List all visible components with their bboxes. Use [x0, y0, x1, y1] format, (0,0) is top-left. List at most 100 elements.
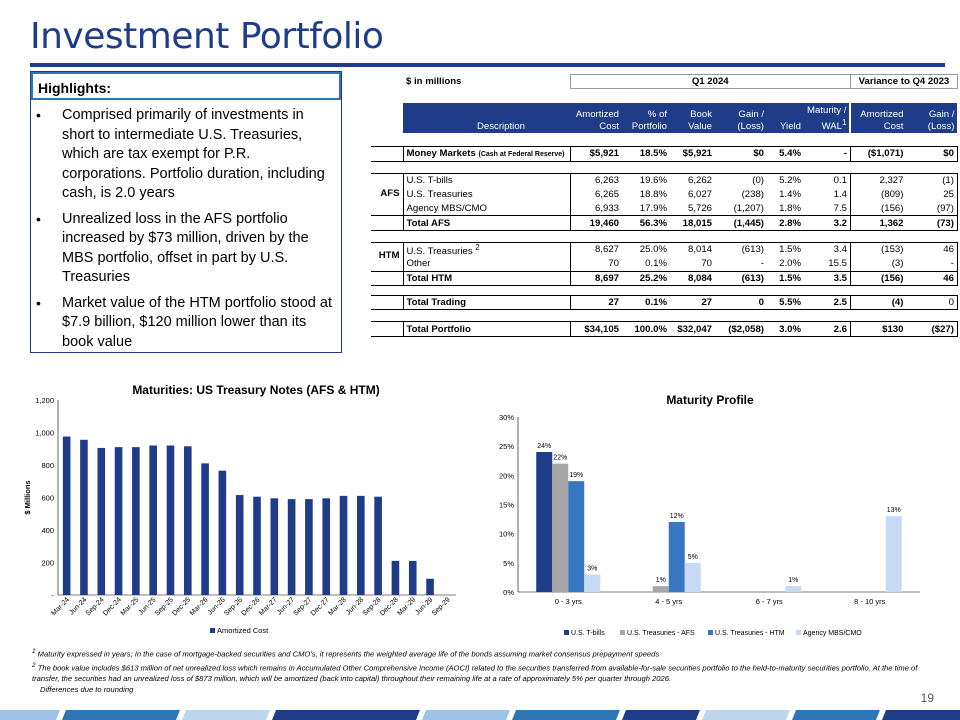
x-tick-label: 6 - 7 yrs [756, 597, 783, 606]
y-tick-label: 200 [41, 559, 54, 568]
col-book-value: Book Value [670, 102, 715, 133]
table-row: Agency MBS/CMO 6,933 17.9% 5,726 (1,207) 1.8… [371, 201, 958, 216]
highlight-bullet: Comprised primarily of investments in sh… [36, 106, 336, 204]
x-tick-label: 0 - 3 yrs [555, 597, 582, 606]
legend-label: U.S. Treasuries - HTM [715, 630, 785, 637]
bar [536, 452, 553, 592]
bar [183, 446, 192, 595]
y-tick-label: - [52, 591, 55, 600]
htm-group-label: HTM [378, 249, 400, 261]
x-tick-label: Dec-27 [310, 596, 331, 617]
bar [62, 436, 71, 595]
data-label: 3% [587, 566, 597, 573]
legend-label: U.S. T-bills [571, 630, 605, 637]
title-divider [30, 63, 945, 67]
y-tick-label: 400 [41, 526, 54, 535]
legend-swatch [708, 630, 713, 635]
table-row: HTM U.S. Treasuries 2 8,627 25.0% 8,014 (613… [371, 242, 958, 261]
bar [132, 447, 140, 595]
bar [114, 447, 123, 595]
bar [552, 463, 569, 592]
decorative-stripe [0, 710, 960, 720]
bar [391, 560, 400, 595]
y-tick-label: 20% [499, 471, 514, 480]
bar [149, 445, 157, 595]
bar [584, 574, 601, 592]
bar [201, 463, 209, 595]
legend-label: Agency MBS/CMO [803, 630, 862, 637]
chart-title: Maturity Profile [666, 393, 754, 407]
y-tick-label: 30% [499, 413, 514, 422]
bar [287, 499, 296, 595]
bar [408, 560, 417, 595]
bar [80, 439, 88, 595]
y-tick-label: 0% [503, 588, 514, 597]
highlights-list: Comprised primarily of investments in sh… [36, 106, 336, 358]
x-tick-label: Sep-29 [431, 596, 452, 617]
maturities-chart: Maturities: US Treasury Notes (AFS & HTM… [23, 383, 456, 635]
col-pct-portfolio: % of Portfolio [622, 102, 670, 133]
table-super-header: $ in millions Q1 2024 Variance to Q4 202… [371, 73, 958, 90]
y-tick-label: 800 [41, 461, 54, 470]
legend-swatch [620, 630, 625, 635]
page-title: Investment Portfolio [30, 16, 384, 57]
col-description: Description [403, 102, 570, 133]
bar [785, 586, 802, 592]
footnotes: 1 Maturity expressed in years; In the ca… [32, 646, 932, 695]
legend-swatch [564, 630, 569, 635]
bar [253, 496, 261, 595]
bar [568, 481, 585, 592]
x-tick-label: Dec-26 [240, 596, 261, 617]
bar [218, 470, 227, 595]
page-number: 19 [920, 691, 934, 705]
table-row-money-markets: Money Markets (Cash at Federal Reserve) … [371, 146, 958, 162]
col-var-gain: Gain / (Loss) [906, 102, 958, 133]
footnote-1: Maturity expressed in years; In the case… [37, 649, 660, 659]
x-tick-label: 4 - 5 yrs [655, 597, 682, 606]
highlights-box: Highlights: Comprised primarily of inves… [30, 71, 342, 353]
bar [885, 516, 902, 592]
bar [652, 586, 669, 592]
y-tick-label: 600 [41, 494, 54, 503]
col-yield: Yield [767, 102, 804, 133]
y-tick-label: 15% [499, 501, 514, 510]
table-row: Other 70 0.1% 70-2.0% 15.5 (3) - [371, 256, 958, 272]
data-label: 1% [656, 577, 666, 584]
x-tick-label: Mar-27 [258, 596, 279, 617]
bar [235, 495, 244, 595]
data-label: 22% [553, 455, 567, 462]
bar [374, 496, 382, 595]
x-tick-label: Dec-28 [379, 596, 400, 617]
afs-group-label: AFS [380, 188, 400, 200]
x-tick-label: Mar-28 [327, 596, 348, 617]
units-label: $ in millions [406, 76, 462, 88]
y-tick-label: 5% [503, 559, 514, 568]
highlight-bullet: Market value of the HTM portfolio stood … [36, 294, 336, 353]
portfolio-table: $ in millions Q1 2024 Variance to Q4 202… [371, 73, 958, 337]
data-label: 19% [569, 472, 583, 479]
chart-title: Maturities: US Treasury Notes (AFS & HTM… [132, 383, 379, 397]
table-row-total-portfolio: Total Portfolio $34,105 100.0% $32,047 ($2,… [371, 321, 958, 337]
highlight-bullet: Unrealized loss in the AFS portfolio inc… [36, 210, 336, 288]
x-tick-label: 8 - 10 yrs [854, 597, 886, 606]
data-label: 1% [788, 577, 798, 584]
bar [339, 495, 348, 595]
x-tick-label: Mar-26 [189, 596, 210, 617]
data-label: 13% [887, 507, 901, 514]
x-tick-label: Dec-25 [171, 596, 192, 617]
bar [684, 562, 701, 592]
x-tick-label: Mar-29 [397, 596, 418, 617]
bar [270, 498, 279, 595]
data-label: 12% [670, 513, 684, 520]
y-axis-label: $ Millions [23, 480, 32, 514]
footnote-2: The book value includes $613 million of … [32, 663, 918, 684]
footnote-rounding: Differences due to rounding [40, 685, 134, 695]
x-tick-label: Dec-24 [102, 596, 123, 617]
maturity-profile-chart: Maturity Profile 0% 5% 10% 15% 20% 25% 30% 24%22… [499, 393, 920, 637]
data-label: 24% [537, 443, 551, 450]
y-tick-label: 25% [499, 442, 514, 451]
bar [305, 499, 313, 595]
table-row: U.S. T-bills 6,263 19.6% 6,262 (0) 5.2% 0.1 2,… [371, 173, 958, 188]
bar [166, 445, 175, 595]
bar [426, 578, 434, 595]
